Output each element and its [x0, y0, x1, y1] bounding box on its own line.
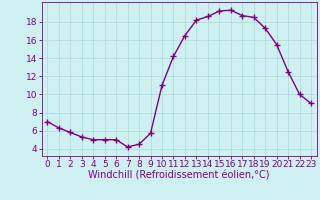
X-axis label: Windchill (Refroidissement éolien,°C): Windchill (Refroidissement éolien,°C) [88, 171, 270, 181]
